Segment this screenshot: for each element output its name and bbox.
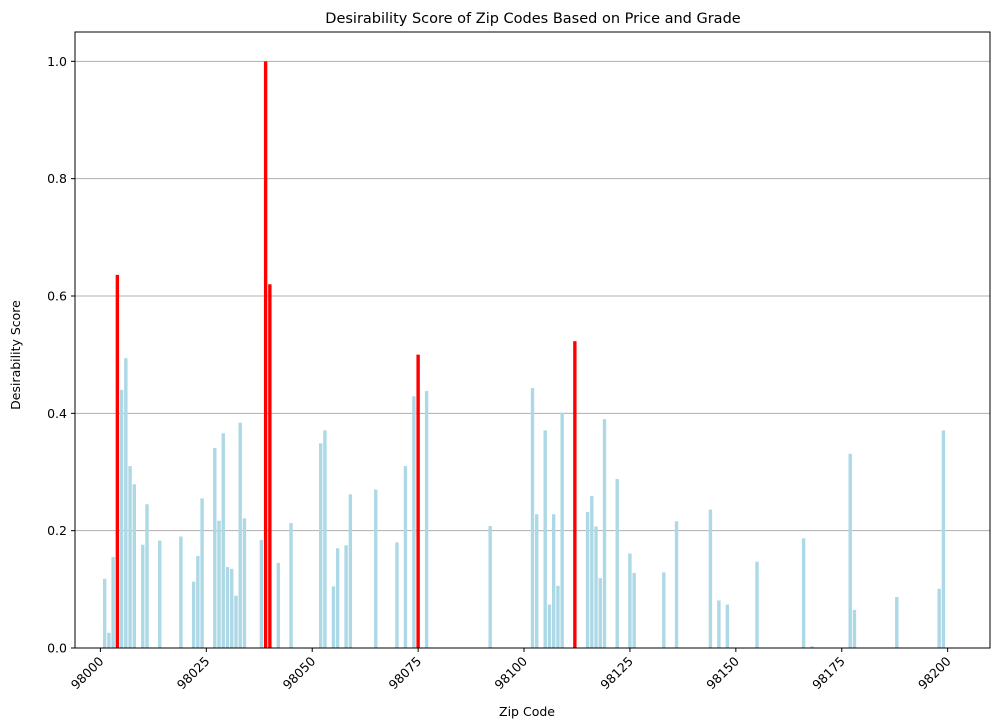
x-tick-label: 98075 [386,654,425,693]
bar [530,388,535,648]
bar [145,504,149,648]
x-tick-label: 98200 [915,653,954,692]
bar [551,514,556,648]
bar [200,498,204,648]
bar [335,548,340,648]
bar [801,538,806,648]
bar [102,578,107,648]
bar [560,412,564,648]
bar [323,430,327,648]
y-tick-label: 0.2 [47,523,67,538]
bar [852,609,857,648]
bar [234,595,238,648]
bar [319,443,323,648]
bar [424,391,429,648]
bar [895,596,899,648]
bar [594,526,598,648]
bar [179,536,183,648]
y-tick-label: 0.4 [47,406,67,421]
bar-highlighted [263,61,268,649]
bar [217,520,221,648]
x-tick-label: 98000 [68,653,107,692]
bar [937,588,941,648]
x-tick-label: 98150 [703,653,742,692]
bar [107,632,111,648]
bar-highlighted [416,354,420,648]
chart-title: Desirability Score of Zip Codes Based on… [325,11,740,27]
bar [374,489,378,648]
bar [132,484,136,648]
bar [344,545,348,648]
bar [276,562,281,648]
bar [230,568,234,648]
bar [590,496,594,648]
bar [535,514,539,648]
bar [598,578,602,648]
bar [725,604,730,648]
bar [755,561,759,648]
bar [547,604,552,648]
bar [602,419,607,648]
bar-highlighted [573,341,577,648]
bar [221,433,225,648]
bar [403,466,408,648]
bar [556,585,560,648]
bar [111,557,115,648]
plot-frame [74,31,991,649]
bar [191,581,196,648]
bar [289,523,293,648]
bar [708,509,713,648]
bar [662,572,666,648]
y-tick-label: 0.6 [47,289,67,304]
bar [543,430,547,648]
bar [128,466,132,648]
bar [488,525,492,648]
bar [395,542,399,648]
bar [259,540,264,648]
bar [225,567,230,648]
bar [628,553,632,648]
bar [119,389,124,648]
y-axis-ticks: 0.0 0.2 0.4 0.6 0.8 1.0 [47,54,75,656]
bar [941,430,946,648]
x-tick-label: 98100 [491,653,530,692]
bar [615,479,619,648]
x-tick-label: 98050 [280,653,319,692]
bar [585,511,590,648]
bar [331,586,336,648]
bar [412,396,416,648]
bar-highlighted [115,274,120,648]
x-tick-label: 98025 [174,654,213,693]
bar [213,447,217,648]
bar [124,358,128,648]
x-axis-label: Zip Code [499,704,555,719]
y-gridlines [75,60,990,532]
x-tick-label: 98175 [809,654,848,693]
bar-highlighted [268,284,272,648]
bar [717,600,721,648]
bar [196,555,200,648]
bar [242,518,247,648]
bar [238,422,242,648]
bar [632,572,636,648]
bar [674,521,679,648]
bar [810,646,814,648]
x-axis-ticks: 98000 98025 98050 98075 98100 98125 98150 98175… [68,648,954,692]
bar [848,453,852,648]
y-axis-label: Desirability Score [8,300,23,410]
y-tick-label: 1.0 [47,54,67,69]
y-tick-label: 0.0 [47,641,67,656]
y-tick-label: 0.8 [47,171,67,186]
bar [158,540,162,648]
bar [141,544,145,648]
bar [348,494,353,648]
bar-series [102,61,946,649]
x-tick-label: 98125 [597,654,636,693]
